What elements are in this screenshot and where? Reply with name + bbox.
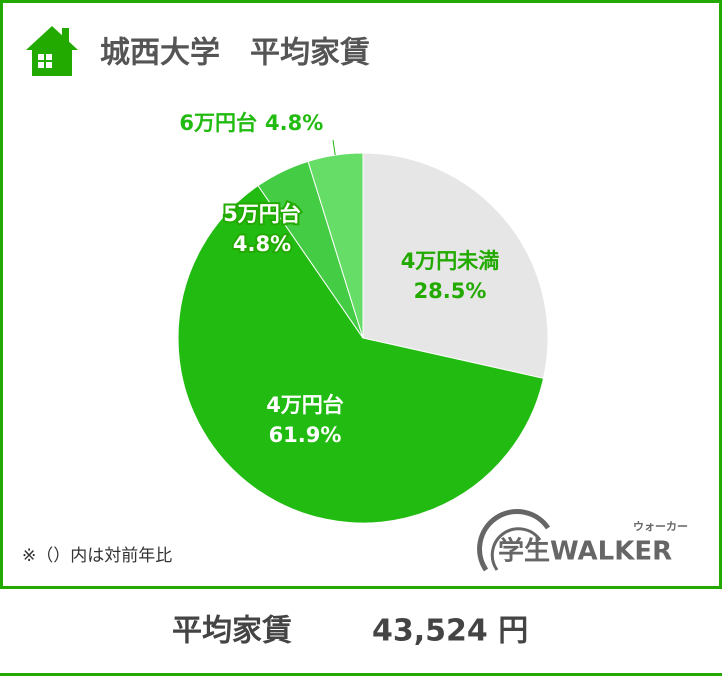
slice-label: 5万円台 xyxy=(223,202,301,226)
footer-amount: 43,524 円 xyxy=(372,614,528,649)
value-label: 28.5% xyxy=(414,279,487,303)
slice-label: 6万円台 xyxy=(179,111,257,135)
pie-slice xyxy=(177,184,545,524)
pie-slice xyxy=(362,152,549,379)
house-icon xyxy=(26,26,78,76)
pie-slice xyxy=(307,152,364,339)
logo: 学生WALKER ウォーカー xyxy=(477,509,688,572)
slice-label: 4万円未満 xyxy=(401,249,500,273)
value-label: 4.8% xyxy=(265,111,323,135)
note: ※（）内は対前年比 xyxy=(22,546,172,566)
chart-title: 城西大学 平均家賃 xyxy=(100,36,370,71)
logo-reading: ウォーカー xyxy=(633,520,688,533)
slice-label: 4万円台 xyxy=(266,393,344,417)
footer-label: 平均家賃 xyxy=(172,614,292,649)
leader-line xyxy=(332,139,336,156)
logo-text: 学生WALKER xyxy=(498,536,672,567)
value-label: 4.8% xyxy=(233,232,291,256)
value-label: 61.9% xyxy=(269,423,342,447)
pie: 4万円未満 28.5% 4万円台 61.9% 5万円台 4.8% 6万円台 4.8% xyxy=(177,111,549,524)
